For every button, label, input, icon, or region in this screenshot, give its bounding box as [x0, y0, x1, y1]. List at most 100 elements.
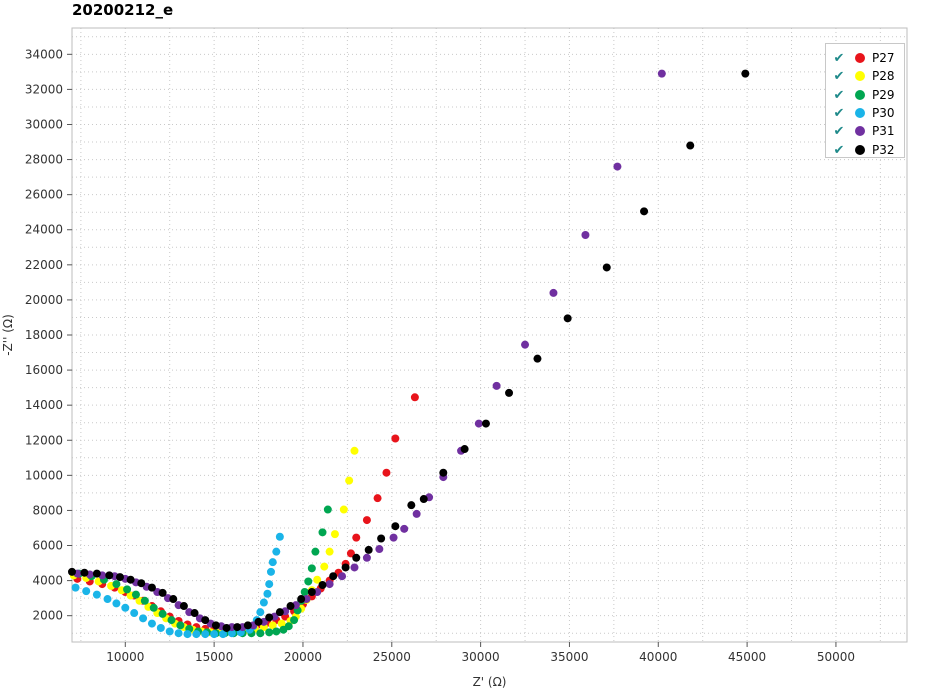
- data-point: [68, 567, 76, 576]
- data-point: [581, 231, 590, 240]
- data-point: [330, 530, 339, 539]
- x-tick-label: 25000: [373, 650, 411, 664]
- checkmark-icon[interactable]: ✔: [833, 50, 845, 66]
- legend-item-P30[interactable]: ✔ P30: [826, 104, 904, 122]
- data-point: [115, 573, 124, 582]
- data-point: [474, 419, 483, 428]
- checkmark-icon[interactable]: ✔: [833, 141, 845, 157]
- legend-label: P31: [872, 124, 895, 139]
- data-point: [256, 629, 265, 638]
- data-point: [112, 580, 121, 589]
- data-point: [233, 623, 242, 632]
- data-point: [284, 622, 293, 631]
- legend-item-P29[interactable]: ✔ P29: [826, 86, 904, 104]
- data-point: [505, 388, 514, 397]
- data-point: [400, 524, 409, 533]
- series-P27: [73, 393, 419, 634]
- y-tick-label: 12000: [25, 433, 63, 447]
- y-axis-label: -Z'' (Ω): [1, 314, 15, 356]
- legend-item-P27[interactable]: ✔ P27: [826, 49, 904, 67]
- data-point: [169, 595, 178, 604]
- data-point: [391, 522, 400, 531]
- chart-title: 20200212_e: [72, 1, 174, 19]
- data-point: [339, 505, 348, 514]
- legend-item-P32[interactable]: ✔ P32: [826, 140, 904, 158]
- x-tick-label: 50000: [817, 650, 855, 664]
- data-point: [290, 616, 299, 625]
- data-point: [265, 613, 274, 622]
- data-point: [352, 553, 361, 562]
- y-tick-label: 16000: [25, 363, 63, 377]
- checkmark-icon[interactable]: ✔: [833, 86, 845, 102]
- data-point: [313, 575, 322, 584]
- data-point: [140, 596, 149, 605]
- data-point: [158, 609, 167, 618]
- legend-item-P28[interactable]: ✔ P28: [826, 67, 904, 85]
- data-point: [300, 588, 309, 597]
- data-point: [350, 563, 359, 572]
- data-point: [210, 630, 219, 639]
- y-tick-label: 26000: [25, 188, 63, 202]
- x-axis-label: Z' (Ω): [473, 675, 507, 689]
- legend-label: P32: [872, 142, 895, 157]
- data-point: [304, 577, 313, 586]
- checkmark-icon[interactable]: ✔: [833, 105, 845, 121]
- data-point: [375, 545, 384, 554]
- x-tick-label: 20000: [284, 650, 322, 664]
- data-point: [439, 468, 448, 477]
- data-point: [364, 545, 373, 554]
- data-point: [265, 580, 274, 589]
- data-point: [419, 495, 428, 504]
- data-point: [286, 602, 295, 611]
- data-point: [192, 630, 201, 639]
- data-point: [533, 354, 542, 363]
- legend-label: P29: [872, 87, 895, 102]
- legend-marker: [855, 126, 865, 137]
- data-point: [307, 564, 316, 573]
- data-point: [121, 603, 130, 612]
- data-point: [325, 547, 334, 556]
- data-point: [147, 583, 156, 592]
- data-point: [640, 207, 649, 216]
- y-tick-label: 24000: [25, 223, 63, 237]
- data-point: [272, 547, 281, 556]
- checkmark-icon[interactable]: ✔: [833, 123, 845, 139]
- y-tick-label: 18000: [25, 328, 63, 342]
- data-point: [103, 595, 112, 604]
- data-point: [481, 419, 490, 428]
- data-point: [190, 609, 199, 618]
- data-point: [492, 381, 501, 390]
- data-point: [92, 569, 101, 578]
- data-point: [350, 446, 359, 455]
- data-point: [275, 608, 284, 617]
- data-point: [352, 533, 361, 542]
- data-point: [268, 558, 277, 567]
- y-tick-label: 32000: [25, 82, 63, 96]
- data-point: [176, 621, 185, 630]
- data-point: [126, 575, 135, 584]
- data-point: [201, 616, 210, 625]
- data-point: [549, 288, 558, 297]
- y-tick-label: 20000: [25, 293, 63, 307]
- x-tick-label: 10000: [106, 650, 144, 664]
- data-point: [71, 583, 80, 592]
- data-point: [139, 614, 148, 623]
- checkmark-icon[interactable]: ✔: [833, 68, 845, 84]
- data-point: [227, 629, 236, 638]
- x-tick-label: 35000: [550, 650, 588, 664]
- data-point: [222, 623, 231, 632]
- data-point: [275, 532, 284, 541]
- data-point: [266, 567, 275, 576]
- grid-lines: [72, 28, 907, 642]
- data-point: [158, 588, 167, 597]
- legend-label: P27: [872, 51, 895, 66]
- legend-item-P31[interactable]: ✔ P31: [826, 122, 904, 140]
- data-point: [211, 621, 220, 630]
- legend-marker: [855, 108, 865, 119]
- data-point: [219, 630, 228, 639]
- legend-marker: [855, 89, 865, 100]
- data-point: [389, 533, 398, 542]
- data-point: [277, 619, 286, 628]
- legend-marker: [855, 144, 865, 155]
- data-point: [179, 602, 188, 611]
